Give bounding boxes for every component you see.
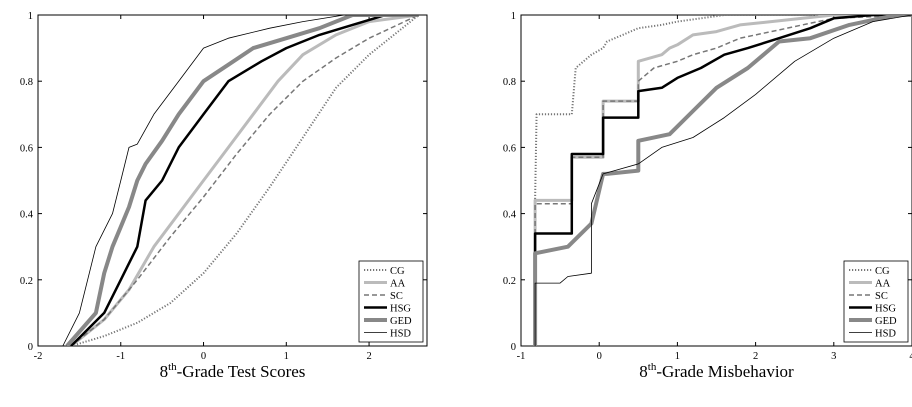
- x-tick-label: 0: [597, 351, 602, 362]
- y-tick-label: 0.2: [20, 276, 33, 287]
- x-axis-label: 8th-Grade Misbehavior: [639, 361, 794, 381]
- legend-label-ged: GED: [390, 316, 412, 327]
- series-line-hsd: [62, 15, 419, 346]
- y-tick-label: 0.8: [20, 77, 33, 88]
- x-tick-label: 2: [753, 351, 758, 362]
- legend-label-cg: CG: [875, 266, 890, 277]
- x-tick-label: 1: [284, 351, 289, 362]
- legend-label-hsd: HSD: [875, 329, 896, 340]
- y-tick-label: 0.4: [503, 210, 517, 221]
- series-line-sc: [70, 15, 420, 346]
- x-tick-label: 1: [675, 351, 680, 362]
- series-line-cg: [534, 15, 912, 346]
- legend-label-sc: SC: [390, 291, 403, 302]
- series-line-ged: [533, 15, 912, 346]
- legend-label-cg: CG: [390, 266, 405, 277]
- series-group: [533, 15, 912, 346]
- x-tick-label: 2: [366, 351, 371, 362]
- series-group: [62, 15, 420, 346]
- legend-label-aa: AA: [390, 279, 406, 290]
- y-tick-label: 0.4: [20, 210, 34, 221]
- x-tick-label: 3: [831, 351, 836, 362]
- y-tick-label: 0.2: [503, 276, 516, 287]
- y-tick-label: 0.8: [503, 77, 516, 88]
- y-tick-label: 0.6: [20, 143, 33, 154]
- x-tick-label: -1: [517, 351, 526, 362]
- series-line-hsg: [533, 15, 912, 346]
- series-line-hsg: [70, 15, 419, 346]
- y-tick-label: 1: [28, 11, 33, 22]
- y-tick-label: 0.6: [503, 143, 516, 154]
- series-line-ged: [65, 15, 419, 346]
- y-tick-label: 0: [28, 342, 33, 353]
- x-tick-label: 0: [201, 351, 206, 362]
- legend-label-aa: AA: [875, 279, 891, 290]
- legend-label-hsd: HSD: [390, 329, 411, 340]
- y-tick-label: 0: [511, 342, 516, 353]
- y-tick-label: 1: [511, 11, 516, 22]
- legend-label-hsg: HSG: [875, 304, 896, 315]
- series-line-hsd: [534, 15, 912, 346]
- legend-label-hsg: HSG: [390, 304, 411, 315]
- legend-label-ged: GED: [875, 316, 897, 327]
- x-axis-label: 8th-Grade Test Scores: [160, 361, 306, 381]
- axes-box: [37, 14, 428, 347]
- x-tick-label: -2: [34, 351, 43, 362]
- x-tick-label: -1: [116, 351, 125, 362]
- axes-box: [520, 14, 912, 347]
- x-tick-label: 4: [909, 351, 912, 362]
- legend-label-sc: SC: [875, 291, 888, 302]
- legend-box: [843, 260, 909, 343]
- legend-box: [358, 260, 424, 343]
